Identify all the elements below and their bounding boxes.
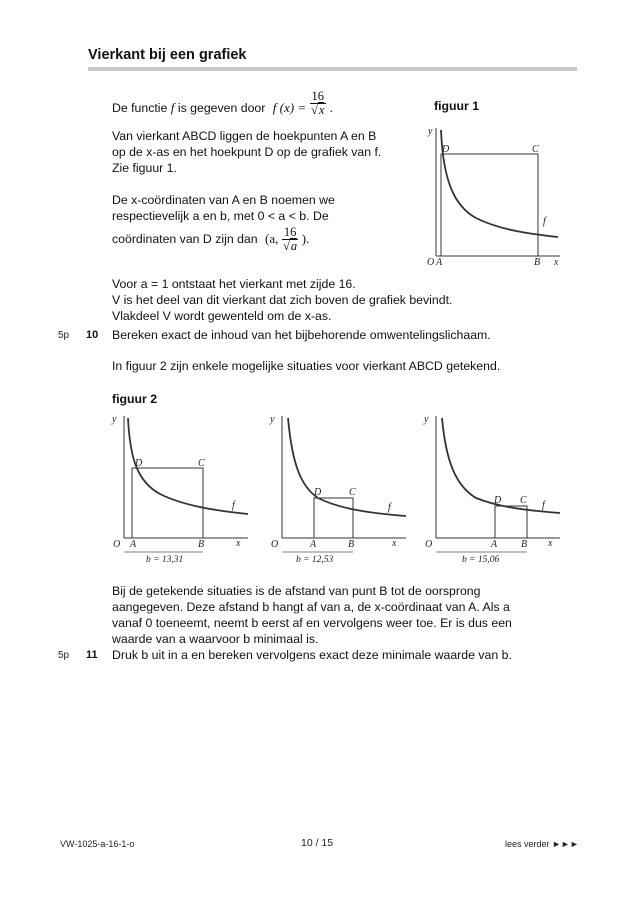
- text-line: Bij de getekende situaties is de afstand…: [112, 584, 481, 598]
- y-label: y: [427, 126, 433, 137]
- d-fraction: 16 √a: [281, 225, 299, 253]
- text: coördinaten van D zijn dan: [112, 231, 258, 246]
- origin-label: O: [271, 539, 278, 550]
- origin-label: O: [113, 539, 120, 550]
- point-c-label: C: [520, 495, 527, 506]
- d-close: ).: [301, 230, 310, 246]
- graph-f-curve: [127, 417, 249, 515]
- x-label: x: [235, 538, 241, 549]
- d-coordinates: coördinaten van D zijn dan (a, 16 √a ).: [112, 226, 309, 253]
- point-d-label: D: [313, 487, 322, 498]
- formula-lhs: f (x) =: [272, 99, 307, 115]
- q10-context: Voor a = 1 ontstaat het vierkant met zij…: [112, 276, 452, 324]
- f-label: f: [543, 216, 547, 227]
- function-definition: De functie f is gegeven door f (x) = 16 …: [112, 90, 333, 122]
- point-d-label: D: [441, 144, 450, 155]
- point-c-label: C: [349, 487, 356, 498]
- graph-f-curve: [441, 417, 561, 514]
- f-label: f: [232, 500, 236, 511]
- point-a-label: A: [490, 539, 498, 550]
- q10-marks: 5p: [58, 330, 70, 341]
- b-caption: b = 12,53: [296, 555, 334, 565]
- point-c-label: C: [532, 144, 539, 155]
- header-rule: [88, 67, 577, 71]
- figuur2-intro: In figuur 2 zijn enkele mogelijke situat…: [112, 359, 501, 373]
- point-b-label: B: [348, 539, 354, 550]
- text: .: [329, 100, 333, 115]
- point-b-label: B: [198, 539, 204, 550]
- text: is gegeven door: [177, 100, 266, 115]
- f-label: f: [542, 500, 546, 511]
- point-d-label: D: [493, 495, 502, 506]
- page-title: Vierkant bij een grafiek: [88, 47, 247, 63]
- square-abcd: [494, 505, 528, 539]
- text-line: aangegeven. Deze afstand b hangt af van …: [112, 600, 510, 614]
- figuur2-graph-1: y x O A B C D f b = 13,31: [111, 414, 249, 565]
- x-label: x: [547, 538, 553, 549]
- text-line: respectievelijk a en b, met 0 < a < b. D…: [112, 209, 329, 223]
- point-d-label: D: [134, 458, 143, 469]
- y-label: y: [423, 414, 429, 425]
- point-a-label: A: [435, 257, 443, 268]
- figuur1-label: figuur 1: [434, 99, 480, 113]
- text-line: Van vierkant ABCD liggen de hoekpunten A…: [112, 129, 377, 143]
- text-line: De x-coördinaten van A en B noemen we: [112, 193, 335, 207]
- point-c-label: C: [198, 458, 205, 469]
- y-label: y: [269, 414, 275, 425]
- page-number: 10 / 15: [301, 837, 334, 849]
- text: De functie: [112, 100, 168, 115]
- q11-context: Bij de getekende situaties is de afstand…: [112, 583, 512, 647]
- text-line: vanaf 0 toeneemt, neemt b eerst af en ve…: [112, 616, 512, 630]
- text-line: Zie figuur 1.: [112, 161, 177, 175]
- point-a-label: A: [309, 539, 317, 550]
- graph-f-curve: [287, 417, 407, 517]
- x-label: x: [391, 538, 397, 549]
- q10-number: 10: [86, 329, 99, 341]
- footer-code: VW-1025-a-16-1-o: [60, 839, 135, 849]
- text-line: op de x-as en het hoekpunt D op de grafi…: [112, 145, 382, 159]
- point-b-label: B: [521, 539, 527, 550]
- lees-verder-link: lees verder ►►►: [505, 839, 579, 849]
- d-denominator: a: [289, 238, 298, 253]
- text-line: V is het deel van dit vierkant dat zich …: [112, 293, 453, 307]
- x-label: x: [553, 257, 559, 268]
- figuur1-graph: y x O A B C D f: [427, 126, 560, 268]
- square-abcd: [131, 467, 204, 539]
- y-label: y: [111, 414, 117, 425]
- text-line: Voor a = 1 ontstaat het vierkant met zij…: [112, 277, 356, 291]
- f-symbol: f: [170, 99, 175, 115]
- intro-text-1: Van vierkant ABCD liggen de hoekpunten A…: [112, 128, 381, 176]
- point-a-label: A: [129, 539, 137, 550]
- formula-fraction: 16 √x: [309, 89, 327, 117]
- graph-f-curve: [440, 129, 559, 238]
- formula-denominator: x: [317, 102, 325, 117]
- d-open: (a,: [265, 230, 279, 246]
- d-numerator: 16: [281, 225, 299, 240]
- figuur2-graph-2: y x O A B C D f b = 12,53: [269, 414, 407, 565]
- square-abcd: [313, 497, 354, 539]
- b-caption: b = 15,06: [462, 555, 500, 565]
- origin-label: O: [427, 257, 434, 268]
- f-label: f: [388, 502, 392, 513]
- text-line: waarde van a waarvoor b minimaal is.: [112, 632, 319, 646]
- b-caption: b = 13,31: [146, 555, 183, 565]
- q11-question: Druk b uit in a en bereken vervolgens ex…: [112, 648, 512, 662]
- figuur2-graph-3: y x O A B C D f b = 15,06: [423, 414, 561, 565]
- text-line: Vlakdeel V wordt gewenteld om de x-as.: [112, 309, 332, 323]
- intro-text-2: De x-coördinaten van A en B noemen we re…: [112, 192, 335, 224]
- point-b-label: B: [534, 257, 540, 268]
- figuur2-label: figuur 2: [112, 392, 158, 406]
- q10-question: Bereken exact de inhoud van het bijbehor…: [112, 328, 491, 342]
- formula-numerator: 16: [309, 89, 327, 104]
- q11-number: 11: [86, 649, 98, 661]
- square-abcd: [440, 153, 539, 257]
- origin-label: O: [425, 539, 432, 550]
- q11-marks: 5p: [58, 650, 70, 661]
